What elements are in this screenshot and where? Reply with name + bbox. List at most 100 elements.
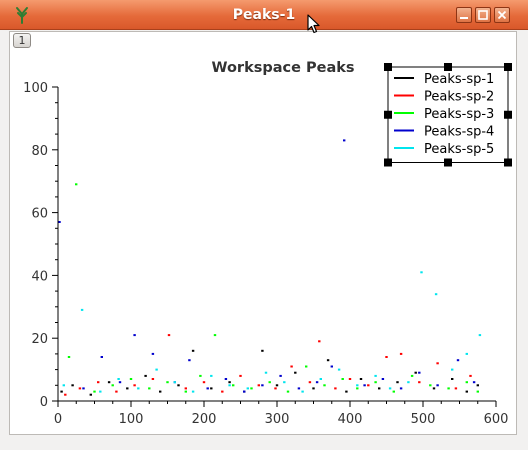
- data-point: [418, 371, 421, 374]
- y-tick-label: 20: [31, 332, 48, 347]
- maximize-icon: [478, 10, 488, 20]
- data-point: [378, 387, 381, 390]
- data-point: [315, 381, 319, 384]
- data-point: [151, 378, 155, 380]
- legend-resize-handle[interactable]: [444, 158, 452, 167]
- data-point: [126, 387, 129, 390]
- y-tick-label: 40: [31, 269, 48, 284]
- data-point: [191, 349, 195, 352]
- data-point: [312, 387, 315, 390]
- data-point: [434, 293, 438, 296]
- data-point: [465, 381, 468, 384]
- data-point: [261, 384, 264, 387]
- data-point: [414, 371, 417, 374]
- data-point: [396, 381, 399, 384]
- x-tick-label: 0: [54, 412, 62, 427]
- data-point: [286, 390, 290, 393]
- data-point: [279, 374, 282, 377]
- data-point: [476, 390, 479, 393]
- legend-label: Peaks-sp-1: [424, 72, 494, 87]
- data-point: [367, 384, 370, 387]
- legend-resize-handle[interactable]: [504, 63, 512, 71]
- legend-resize-handle[interactable]: [504, 110, 512, 119]
- data-point: [232, 384, 235, 387]
- x-tick-label: 500: [411, 412, 436, 427]
- legend-resize-handle[interactable]: [384, 110, 392, 119]
- maximize-button[interactable]: [475, 7, 491, 23]
- legend-resize-handle[interactable]: [384, 158, 392, 167]
- legend-label: Peaks-sp-3: [424, 107, 494, 122]
- data-point: [210, 374, 213, 377]
- plot-area: [58, 139, 482, 396]
- data-point: [478, 334, 482, 337]
- data-point: [429, 384, 432, 387]
- tab-number-badge[interactable]: 1: [13, 33, 31, 48]
- data-point: [301, 390, 304, 393]
- data-point: [64, 393, 67, 396]
- data-point: [202, 381, 206, 384]
- data-point: [117, 378, 120, 380]
- data-point: [418, 381, 421, 384]
- data-point: [167, 334, 171, 337]
- legend-resize-handle[interactable]: [504, 158, 512, 167]
- data-point: [89, 393, 92, 396]
- x-tick-label: 400: [338, 412, 363, 427]
- data-point: [82, 387, 85, 390]
- data-point: [374, 381, 377, 384]
- data-point: [341, 378, 344, 380]
- data-point: [381, 378, 385, 380]
- data-point: [224, 378, 228, 380]
- data-point: [456, 359, 460, 362]
- legend-label: Peaks-sp-4: [424, 125, 494, 140]
- plot-app-icon[interactable]: [13, 6, 31, 24]
- legend-label: Peaks-sp-2: [424, 90, 494, 105]
- data-point: [407, 381, 410, 384]
- legend[interactable]: Peaks-sp-1 Peaks-sp-2 Peaks-sp-3 Peaks-sp-4…: [384, 63, 512, 167]
- data-point: [213, 334, 217, 337]
- data-point: [257, 384, 260, 387]
- data-point: [290, 365, 293, 368]
- data-point: [356, 384, 359, 387]
- window-title: Peaks-1: [232, 7, 296, 23]
- legend-resize-handle[interactable]: [444, 63, 452, 71]
- data-point: [137, 387, 140, 390]
- close-icon: [497, 10, 507, 20]
- data-point: [305, 365, 308, 368]
- data-point: [129, 378, 133, 380]
- data-point: [111, 384, 114, 387]
- data-point: [283, 381, 286, 384]
- data-point: [385, 356, 388, 358]
- data-point: [97, 381, 100, 384]
- data-point: [148, 387, 151, 390]
- data-point: [356, 387, 359, 390]
- data-point: [469, 374, 472, 377]
- data-point: [436, 362, 439, 365]
- data-point: [275, 384, 279, 387]
- data-point: [268, 381, 271, 384]
- data-point: [107, 381, 111, 384]
- data-point: [326, 359, 330, 362]
- data-point: [100, 356, 103, 358]
- data-point: [184, 390, 187, 393]
- data-point: [451, 378, 454, 380]
- data-point: [334, 387, 337, 390]
- data-point: [337, 368, 341, 371]
- x-tick-label: 100: [119, 412, 144, 427]
- data-point: [75, 183, 78, 186]
- data-point: [472, 381, 476, 384]
- x-tick-label: 300: [265, 412, 290, 427]
- data-point: [228, 381, 231, 384]
- close-button[interactable]: [494, 7, 510, 23]
- data-point: [71, 384, 74, 387]
- data-point: [348, 378, 352, 380]
- mouse-pointer-icon: [307, 14, 320, 34]
- legend-resize-handle[interactable]: [384, 63, 392, 71]
- data-point: [388, 387, 392, 390]
- data-point: [476, 384, 479, 387]
- data-point: [465, 390, 468, 393]
- minimize-button[interactable]: [456, 7, 472, 23]
- data-point: [359, 378, 363, 380]
- title-bar[interactable]: Peaks-1: [0, 0, 528, 30]
